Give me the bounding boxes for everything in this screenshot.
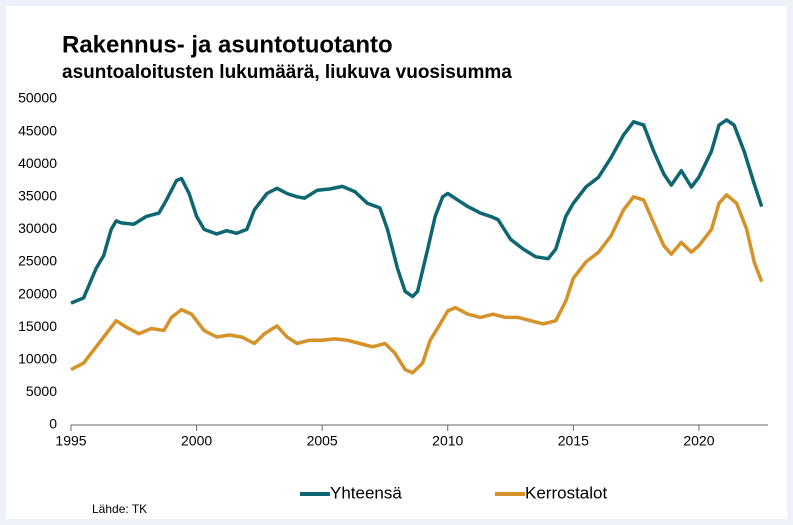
x-tick-label: 1995 bbox=[55, 433, 86, 449]
line bbox=[70, 118, 764, 305]
x-tick-label: 2020 bbox=[683, 433, 714, 449]
legend-label: Kerrostalot bbox=[525, 483, 607, 502]
y-tick-label: 50000 bbox=[18, 90, 57, 106]
y-tick-label: 35000 bbox=[18, 188, 57, 204]
chart-title: Rakennus- ja asuntotuotanto bbox=[62, 31, 393, 58]
y-tick-label: 15000 bbox=[18, 318, 57, 334]
line bbox=[70, 193, 764, 375]
x-tick-label: 2005 bbox=[307, 433, 338, 449]
x-tick-label: 2015 bbox=[558, 433, 589, 449]
x-tick-label: 2000 bbox=[181, 433, 212, 449]
legend-label: Yhteensä bbox=[330, 483, 402, 502]
y-tick-label: 40000 bbox=[18, 155, 57, 171]
y-tick-label: 5000 bbox=[26, 383, 57, 399]
y-tick-label: 0 bbox=[49, 416, 57, 432]
chart-subtitle: asuntoaloitusten lukumäärä, liukuva vuos… bbox=[62, 62, 512, 83]
x-tick-label: 2010 bbox=[432, 433, 463, 449]
y-tick-label: 25000 bbox=[18, 253, 57, 269]
y-tick-label: 20000 bbox=[18, 285, 57, 301]
y-tick-label: 30000 bbox=[18, 220, 57, 236]
y-tick-label: 45000 bbox=[18, 122, 57, 138]
y-tick-label: 10000 bbox=[18, 351, 57, 367]
source: Lähde: TK bbox=[92, 502, 147, 516]
